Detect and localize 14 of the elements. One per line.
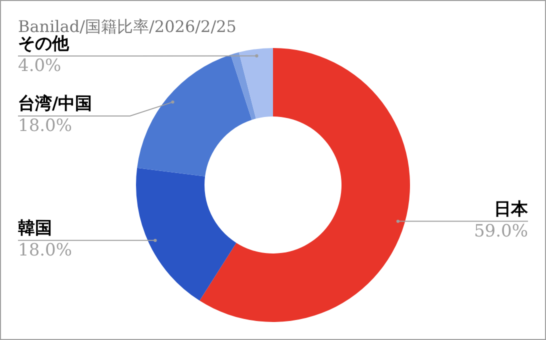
donut-slice xyxy=(136,168,236,301)
donut-slice xyxy=(230,52,256,120)
slice-label: 韓国 xyxy=(18,218,52,238)
data-label: 18.0% xyxy=(18,116,72,136)
chart-title: Banilad/国籍比率/2026/2/25 xyxy=(18,17,236,36)
data-label: 59.0% xyxy=(474,221,528,242)
slice-label: その他 xyxy=(18,34,70,54)
slice-label: 日本 xyxy=(494,199,529,220)
donut-slice xyxy=(200,48,410,322)
data-label: 18.0% xyxy=(18,240,72,260)
slice-label: 台湾/中国 xyxy=(18,94,92,114)
donut-slice xyxy=(238,48,273,119)
data-label: 4.0% xyxy=(18,56,62,76)
donut-slice xyxy=(137,54,252,176)
